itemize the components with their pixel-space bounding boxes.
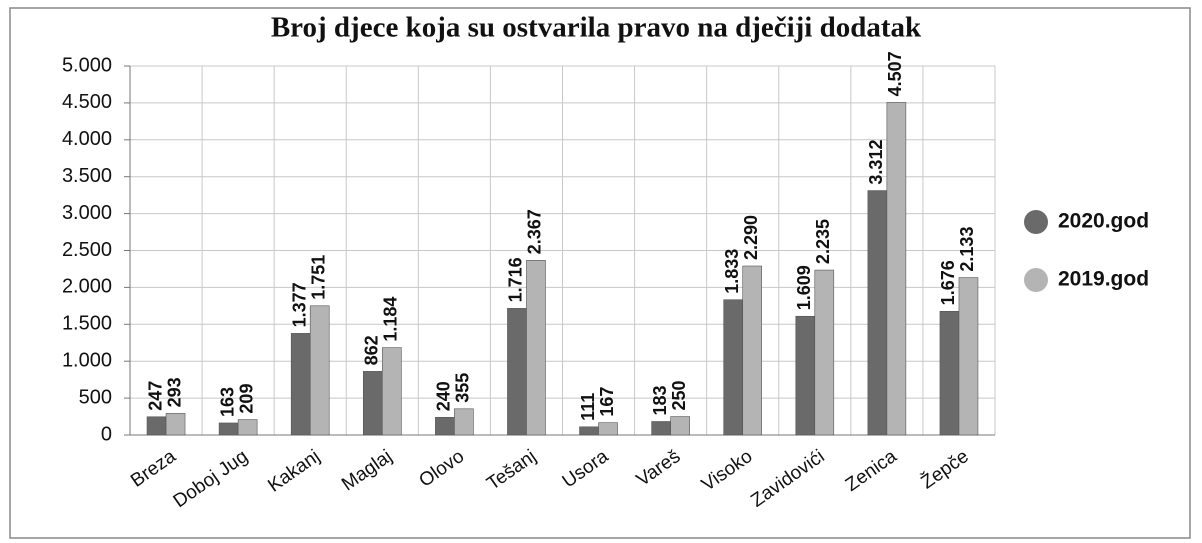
bar	[939, 311, 960, 436]
value-label: 4.507	[885, 51, 905, 96]
bar	[958, 277, 979, 436]
value-label: 2.367	[525, 209, 545, 254]
value-label: 1.676	[938, 260, 958, 305]
x-tick-label: Doboj Jug	[170, 446, 252, 512]
bar	[598, 422, 618, 436]
bar	[381, 347, 402, 436]
value-label: 293	[164, 377, 184, 407]
value-label: 2.290	[741, 215, 761, 260]
y-tick-label: 1.500	[62, 313, 112, 335]
x-tick-label: Breza	[127, 446, 180, 492]
x-tick-label: Olovo	[415, 446, 468, 492]
value-label: 1.833	[722, 249, 742, 294]
chart-frame	[9, 7, 1191, 539]
bar	[290, 333, 311, 436]
y-tick-label: 0	[101, 423, 112, 445]
bar	[579, 426, 599, 436]
value-label: 183	[650, 385, 670, 415]
bar	[454, 408, 474, 436]
y-tick-label: 3.500	[62, 165, 112, 187]
y-tick-label: 2.000	[62, 276, 112, 298]
bar	[507, 308, 527, 436]
bar	[526, 260, 546, 436]
value-label: 111	[578, 393, 598, 421]
legend-swatch	[1024, 210, 1048, 234]
legend-swatch	[1024, 268, 1048, 292]
value-label: 247	[145, 381, 165, 411]
bar	[814, 269, 835, 436]
value-label: 1.751	[308, 255, 328, 300]
bar	[886, 102, 907, 436]
bar	[795, 315, 816, 436]
value-label: 1.716	[506, 257, 526, 302]
y-tick-label: 2.500	[62, 239, 112, 261]
bar	[362, 371, 383, 436]
y-tick-label: 5.000	[62, 54, 112, 76]
x-tick-label: Maglaj	[338, 446, 396, 495]
value-label: 209	[236, 384, 256, 414]
y-tick-label: 3.000	[62, 202, 112, 224]
bar	[723, 299, 744, 436]
legend-label: 2019.god	[1058, 268, 1149, 291]
bar	[435, 416, 455, 436]
x-tick-label: Zenica	[842, 446, 901, 496]
bar	[309, 305, 330, 436]
chart-title: Broj djece koja su ostvarila pravo na dj…	[271, 12, 922, 44]
value-label: 163	[217, 387, 237, 417]
y-tick-label: 4.500	[62, 91, 112, 113]
legend-label: 2020.god	[1058, 210, 1149, 233]
y-tick-label: 4.000	[62, 128, 112, 150]
bar	[651, 421, 671, 436]
x-tick-label: Vareš	[633, 446, 685, 491]
bar	[237, 419, 258, 436]
x-tick-label: Zavidovići	[747, 446, 828, 512]
y-tick-label: 500	[79, 386, 112, 408]
value-label: 1.377	[289, 282, 309, 327]
bar	[218, 422, 239, 436]
bar	[146, 416, 167, 436]
bar	[165, 413, 186, 436]
value-label: 1.609	[794, 265, 814, 310]
value-label: 2.133	[957, 227, 977, 272]
x-tick-label: Žepče	[917, 445, 973, 493]
x-tick-label: Kakanj	[264, 446, 324, 497]
value-label: 3.312	[866, 140, 886, 185]
value-label: 250	[669, 381, 689, 411]
y-tick-label: 1.000	[62, 349, 112, 371]
bar	[670, 416, 690, 436]
x-tick-label: Tešanj	[483, 446, 540, 495]
bar	[742, 265, 763, 436]
x-tick-label: Usora	[559, 446, 613, 493]
value-label: 355	[453, 373, 473, 403]
x-tick-label: Visoko	[698, 446, 756, 496]
bar	[867, 190, 888, 436]
value-label: 240	[434, 381, 454, 411]
value-label: 167	[597, 387, 617, 417]
value-label: 1.184	[381, 297, 401, 342]
value-label: 2.235	[813, 219, 833, 264]
value-label: 862	[362, 335, 382, 365]
